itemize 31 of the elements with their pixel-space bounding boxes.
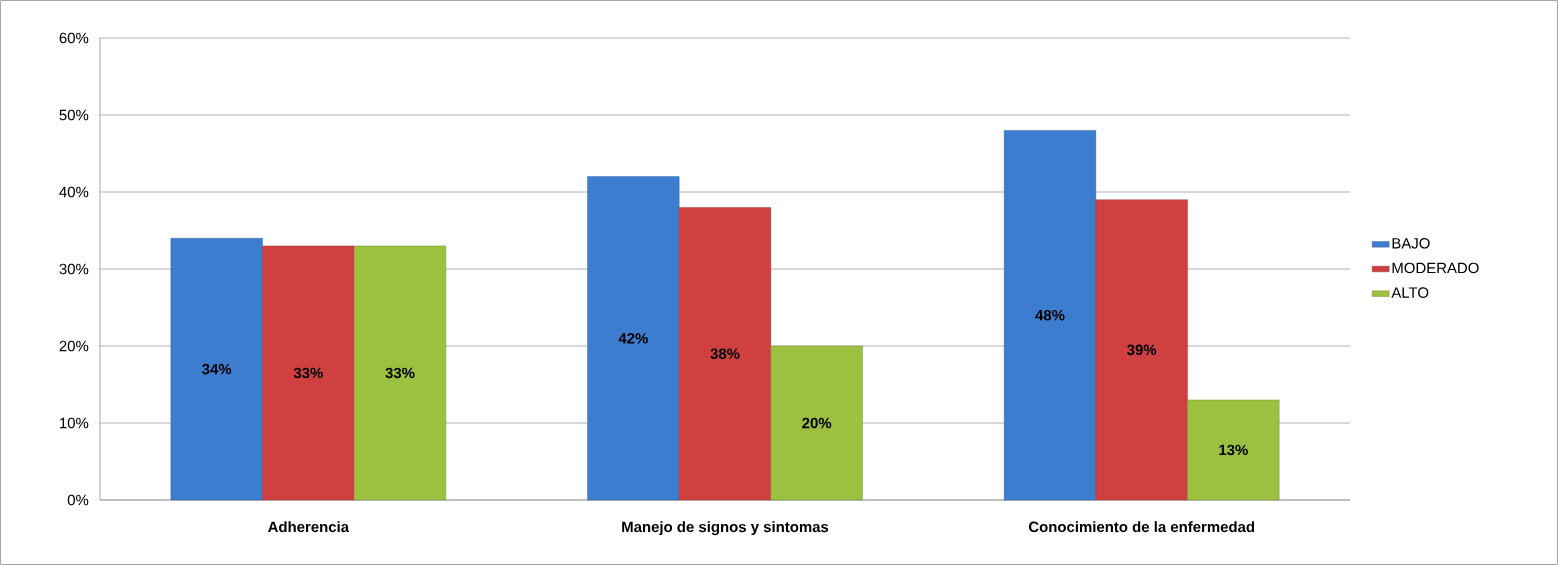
y-tick-label: 10% [60, 417, 89, 429]
y-tick-label: 40% [59, 186, 89, 198]
bar [678, 207, 772, 501]
x-tick-label: Manejo de signos y sintomas [622, 521, 829, 536]
legend-label: ALTO [1391, 287, 1429, 298]
bar [1003, 130, 1097, 501]
bar [170, 238, 263, 501]
data-label: 33% [293, 367, 323, 379]
bar [587, 176, 680, 501]
y-tick-label: 30% [59, 263, 89, 275]
x-tick-label: Conocimiento de la enfermedad [1028, 521, 1255, 533]
data-label: 34% [202, 363, 232, 375]
x-tick-label: Adherencia [268, 521, 350, 533]
y-tick-label: 0% [67, 494, 89, 506]
legend-label: MODERADO [1392, 262, 1479, 274]
y-tick-label: 60% [59, 32, 89, 44]
data-label: 38% [710, 348, 740, 360]
data-label: 42% [618, 333, 648, 344]
y-tick-label: 50% [59, 109, 89, 121]
data-label: 48% [1035, 309, 1065, 321]
legend-label: BAJO [1392, 238, 1430, 249]
bar [262, 245, 355, 501]
bar [1187, 399, 1280, 501]
y-tick-label: 20% [59, 340, 89, 352]
bar [1095, 199, 1188, 501]
data-label: 20% [802, 417, 832, 429]
bar [770, 345, 863, 501]
data-label: 33% [385, 367, 415, 379]
data-label: 13% [1219, 444, 1248, 456]
bar [353, 245, 447, 501]
data-label: 39% [1127, 344, 1157, 356]
